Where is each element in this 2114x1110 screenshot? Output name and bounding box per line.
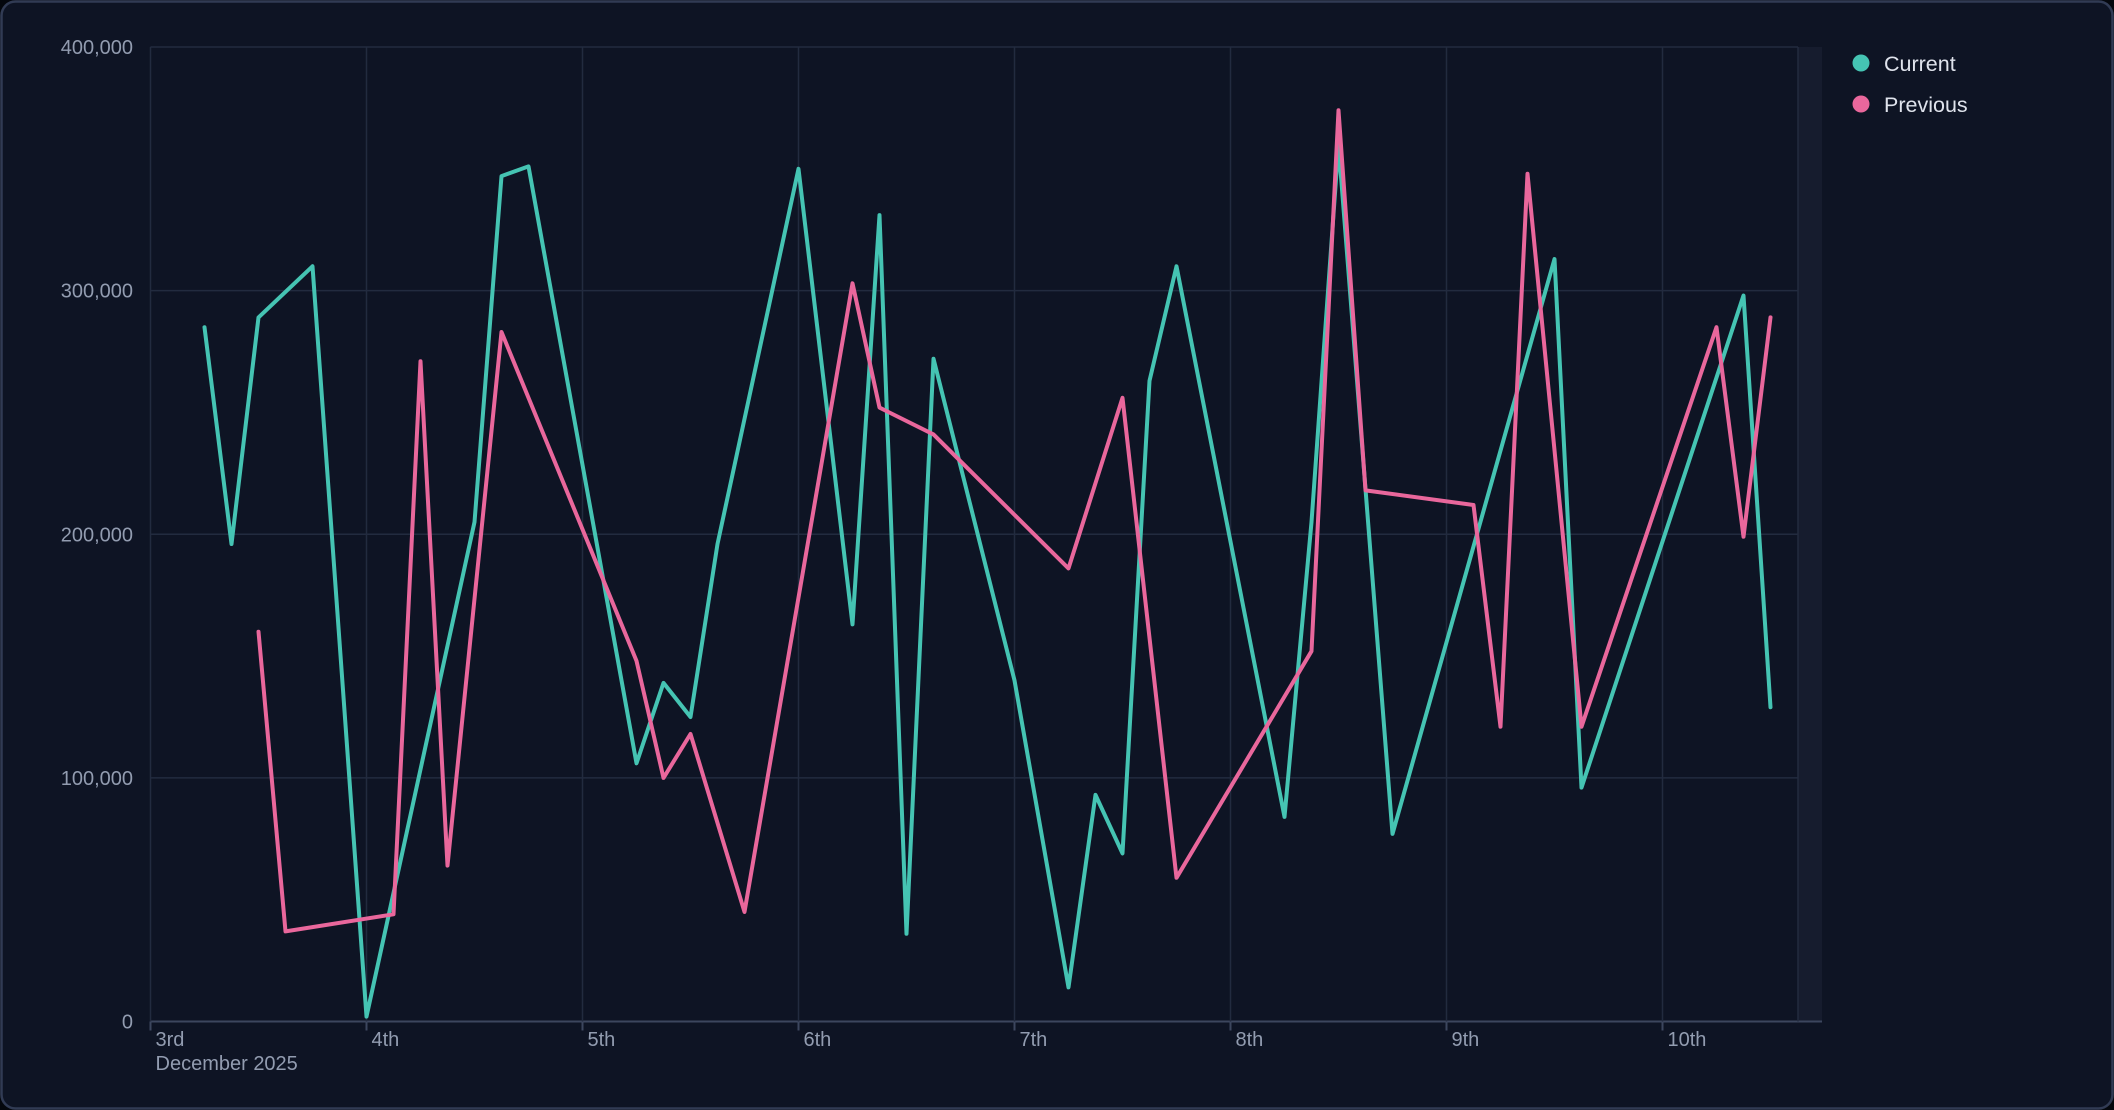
y-axis-label-400000: 400,000 xyxy=(61,37,133,59)
current-period-band xyxy=(1798,47,1822,1022)
x-axis-label-9th: 9th xyxy=(1452,1029,1480,1051)
series-line-previous xyxy=(256,108,1773,934)
x-axis-label-8th: 8th xyxy=(1236,1029,1264,1051)
y-axis-label-100000: 100,000 xyxy=(61,768,133,790)
x-axis-sublabel: December 2025 xyxy=(156,1053,298,1075)
legend-label-current: Current xyxy=(1884,52,1956,76)
chart-legend: Current Previous xyxy=(1852,52,1968,117)
y-axis-label-300000: 300,000 xyxy=(61,281,133,303)
legend-swatch-previous-icon xyxy=(1852,95,1870,113)
x-axis-label-5th: 5th xyxy=(588,1029,616,1051)
x-axis-label-7th: 7th xyxy=(1020,1029,1048,1051)
y-axis-label-200000: 200,000 xyxy=(61,524,133,546)
legend-swatch-current-icon xyxy=(1852,54,1870,72)
x-axis-label-3rd: 3rd xyxy=(156,1029,185,1051)
x-axis-label-4th: 4th xyxy=(372,1029,400,1051)
legend-item-current[interactable]: Current xyxy=(1852,52,1956,76)
x-axis-label-6th: 6th xyxy=(804,1029,832,1051)
y-axis-label-0: 0 xyxy=(122,1012,133,1034)
legend-item-previous[interactable]: Previous xyxy=(1852,93,1968,117)
legend-label-previous: Previous xyxy=(1884,93,1968,117)
x-axis-label-10th: 10th xyxy=(1668,1029,1707,1051)
